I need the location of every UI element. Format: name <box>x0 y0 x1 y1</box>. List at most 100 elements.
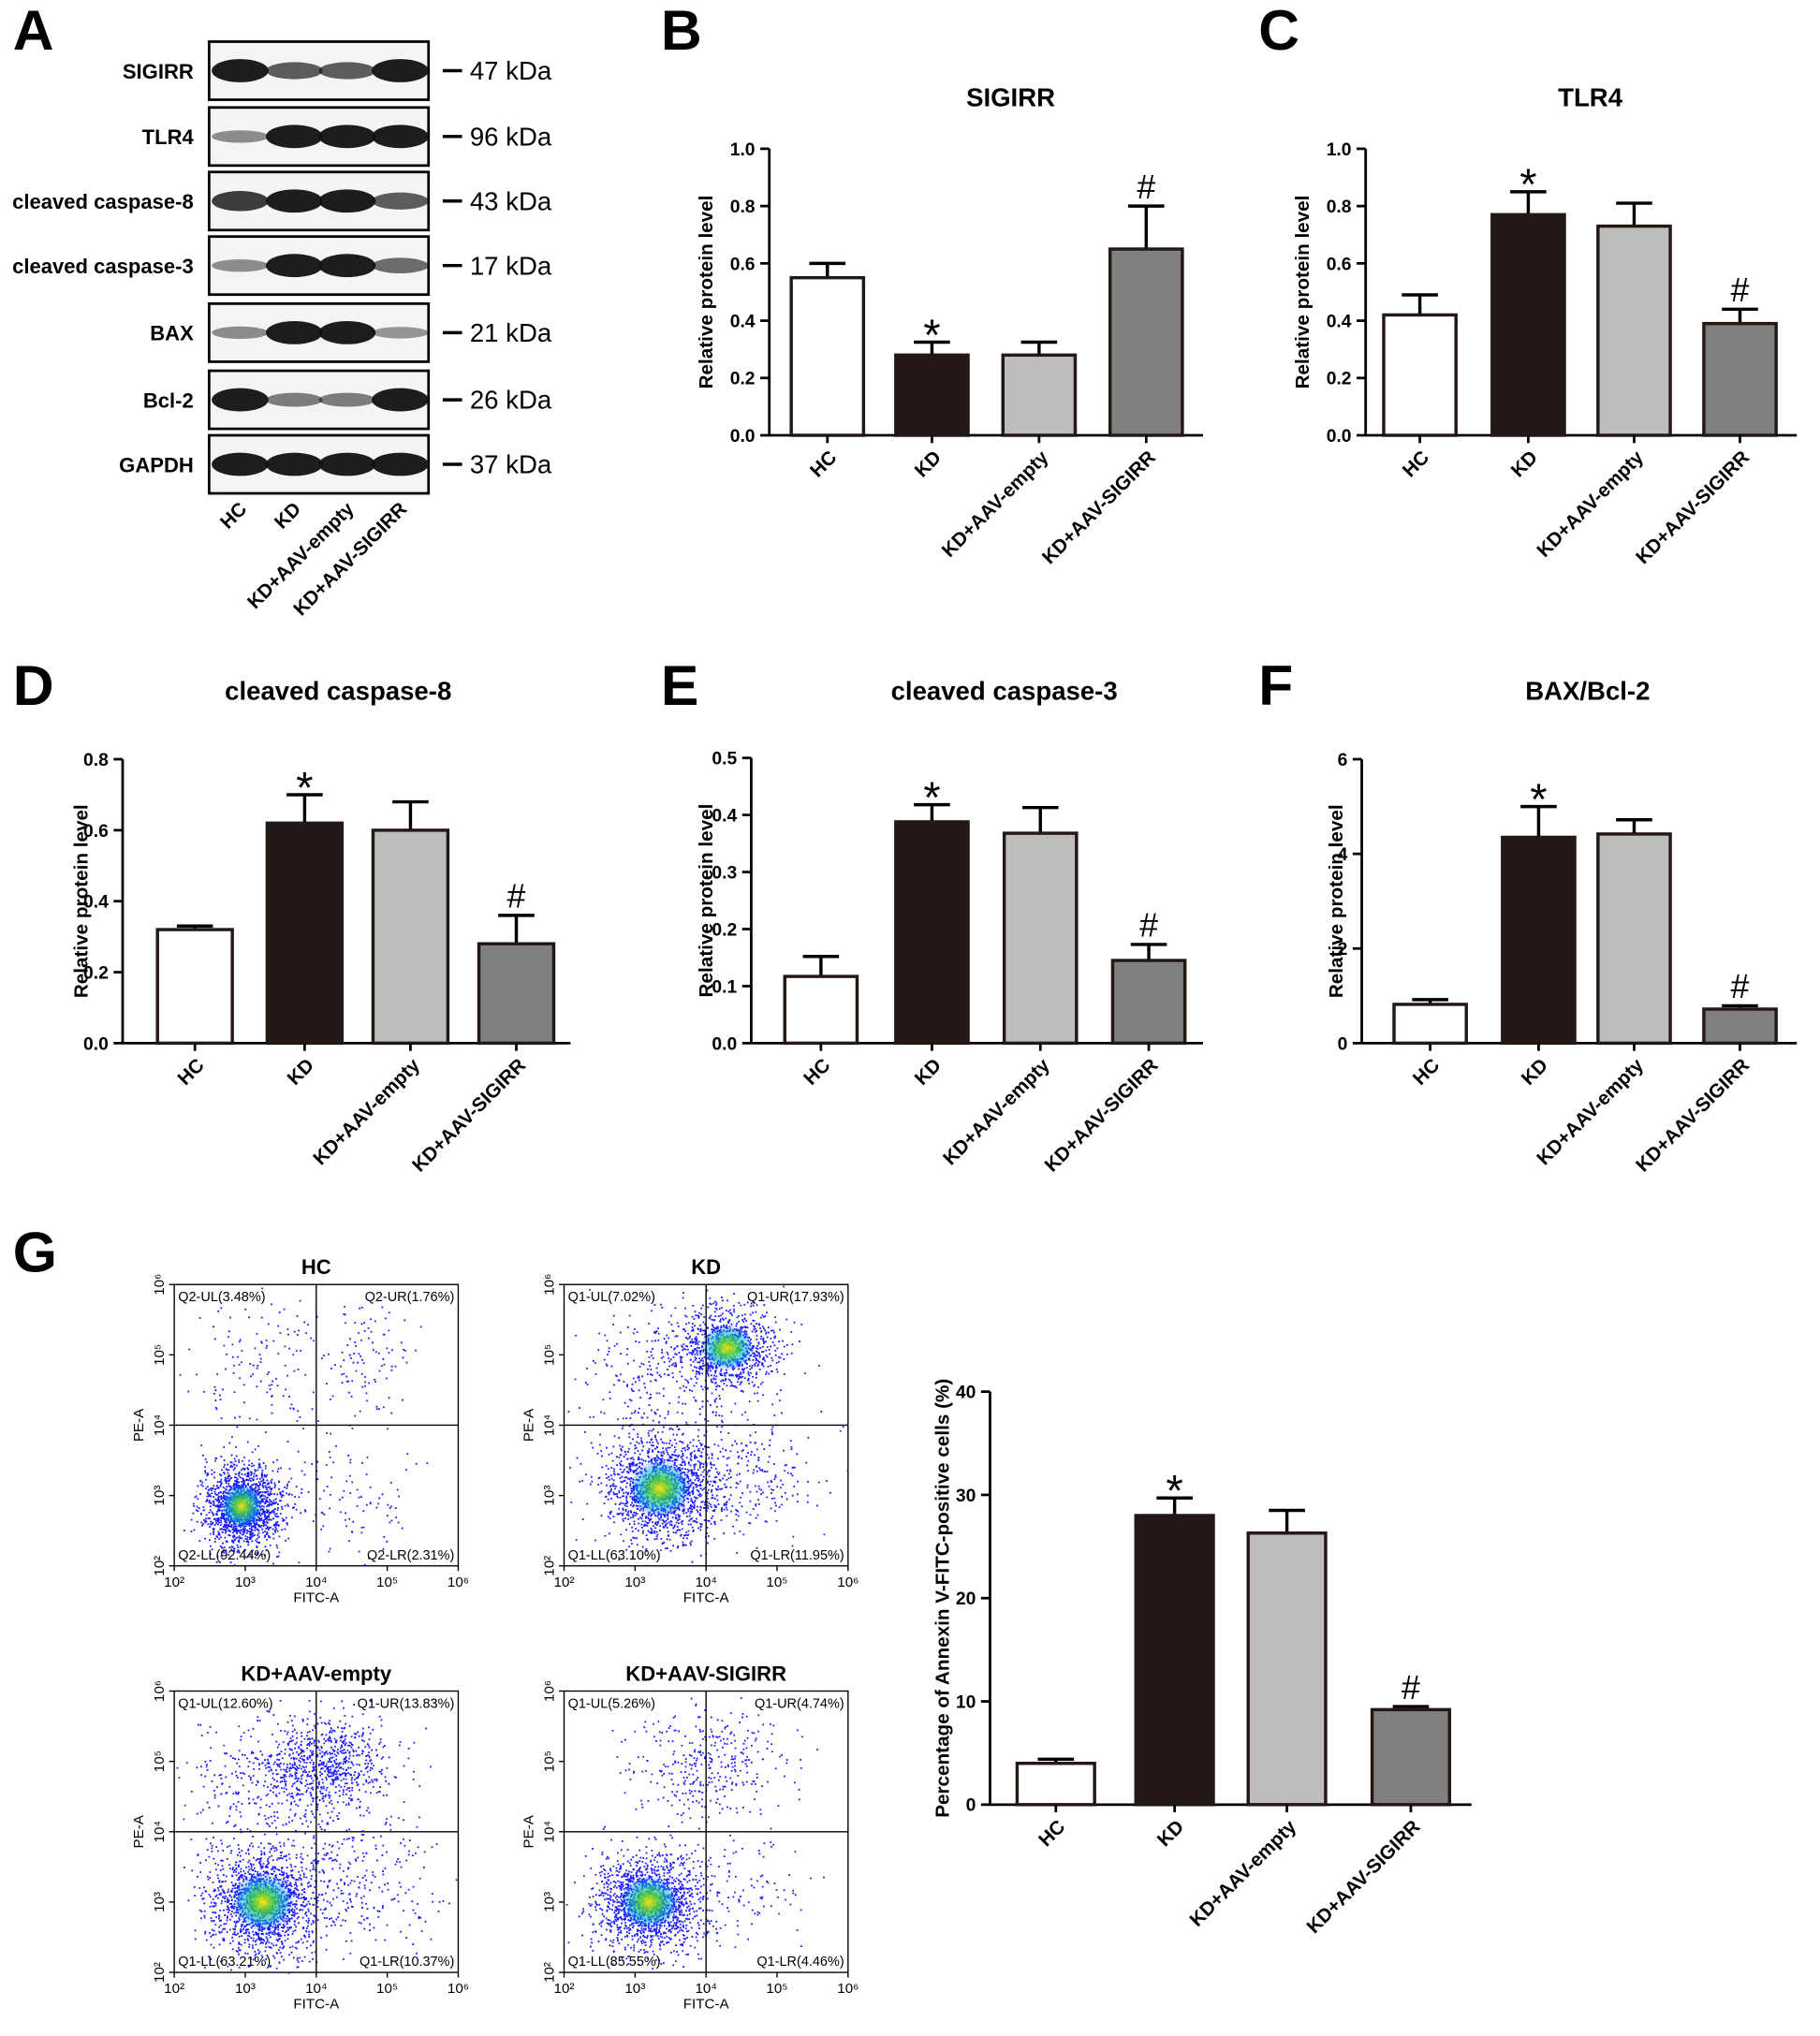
flow-density <box>628 1458 692 1518</box>
x-tick-label: HC <box>1035 1816 1069 1851</box>
blot-band <box>266 254 323 278</box>
bar <box>1501 835 1577 1046</box>
y-tick-label: 20 <box>956 1589 976 1609</box>
significance-mark: * <box>1519 160 1536 209</box>
significance-mark: * <box>1530 775 1547 824</box>
y-tick-label: 0.0 <box>1327 427 1352 447</box>
quadrant-label: Q1-LR(10.37%) <box>360 1955 454 1970</box>
y-tick-label: 0.0 <box>730 427 756 447</box>
flow-density <box>219 1483 264 1530</box>
bar <box>1490 212 1566 437</box>
bar <box>1596 832 1672 1046</box>
significance-mark: # <box>1731 271 1750 309</box>
y-tick-label: 10³ <box>541 1892 557 1912</box>
blot-band <box>212 130 269 143</box>
y-axis-label: Relative protein level <box>71 804 93 998</box>
y-tick-label: 10² <box>541 1962 557 1983</box>
blot-row-label: cleaved caspase-8 <box>12 190 194 213</box>
x-axis-label: FITC-A <box>683 1589 730 1605</box>
x-tick-label: KD+AAV-SIGIRR <box>1041 1054 1163 1176</box>
y-tick-label: 4 <box>1338 845 1348 865</box>
blot-band <box>318 125 376 149</box>
y-tick-label: 10⁴ <box>541 1414 557 1436</box>
x-tick-label: 10³ <box>624 1981 645 1997</box>
blot-band <box>212 388 269 412</box>
bar <box>1370 1707 1452 1807</box>
bar <box>789 275 866 437</box>
flow-title: KD+AAV-SIGIRR <box>625 1662 786 1685</box>
y-tick-label: 10³ <box>541 1486 557 1506</box>
y-tick-label: 0.8 <box>83 751 109 770</box>
y-axis-label: PE-A <box>521 1814 536 1848</box>
chart-title: cleaved caspase-8 <box>225 677 451 706</box>
y-tick-label: 10⁴ <box>541 1821 557 1842</box>
x-tick-label: KD <box>1518 1054 1552 1089</box>
x-tick-label: KD <box>1153 1816 1188 1851</box>
blot-band <box>318 392 376 407</box>
y-tick-label: 1.0 <box>1327 140 1352 160</box>
x-tick-label: 10⁶ <box>448 1981 469 1997</box>
x-axis-label: FITC-A <box>293 1997 340 2013</box>
significance-mark: # <box>507 878 526 915</box>
y-tick-label: 0.2 <box>1327 370 1352 389</box>
x-tick-label: 10⁵ <box>766 1981 787 1997</box>
panel-label: G <box>13 1220 57 1283</box>
y-tick-label: 0.8 <box>1327 198 1352 217</box>
x-tick-label: 10³ <box>235 1575 256 1590</box>
bar <box>1134 1514 1215 1807</box>
bar <box>1246 1531 1328 1807</box>
blot-size-label: 26 kDa <box>470 386 552 415</box>
x-tick-label: 10⁴ <box>695 1575 716 1590</box>
bar <box>1382 313 1458 437</box>
x-tick-label: 10⁶ <box>448 1575 469 1590</box>
quadrant-label: Q1-UL(7.02%) <box>568 1290 655 1305</box>
blot-band <box>266 125 323 149</box>
y-tick-label: 0.0 <box>83 1034 109 1054</box>
blot-band <box>372 59 429 82</box>
bar <box>783 974 859 1046</box>
blot-row-label: TLR4 <box>142 125 195 149</box>
significance-mark: # <box>1731 968 1750 1005</box>
y-tick-label: 10⁴ <box>152 1414 168 1436</box>
y-tick-label: 0.4 <box>730 312 756 331</box>
panel-label: A <box>13 0 54 62</box>
blot-band <box>372 388 429 412</box>
bar <box>477 942 556 1046</box>
y-tick-label: 0.5 <box>712 750 737 769</box>
quadrant-label: Q1-LL(85.55%) <box>568 1955 661 1970</box>
quadrant-label: Q2-UR(1.76%) <box>365 1290 455 1305</box>
blot-band <box>266 189 323 213</box>
blot-row-label: Bcl-2 <box>143 388 194 412</box>
x-tick-label: 10⁵ <box>376 1575 398 1590</box>
y-tick-label: 10³ <box>152 1892 168 1912</box>
quadrant-label: Q2-UL(3.48%) <box>178 1290 265 1305</box>
bar <box>1002 831 1079 1046</box>
y-tick-label: 6 <box>1338 751 1348 770</box>
x-tick-label: 10³ <box>624 1575 645 1590</box>
chart-title: TLR4 <box>1558 82 1623 111</box>
blot-lane-label: KD <box>271 498 305 533</box>
y-tick-label: 10² <box>152 1556 168 1576</box>
quadrant-label: Q1-LL(63.21%) <box>178 1955 271 1970</box>
x-tick-label: 10⁶ <box>837 1575 859 1590</box>
x-tick-label: 10⁴ <box>305 1575 327 1590</box>
bar <box>1001 353 1078 437</box>
x-tick-label: KD+AAV-empty <box>309 1054 424 1169</box>
blot-row-label: SIGIRR <box>123 60 194 83</box>
chart-title: BAX/Bcl-2 <box>1525 677 1650 706</box>
x-tick-label: KD+AAV-empty <box>1185 1816 1300 1931</box>
bar <box>155 928 234 1046</box>
blot-size-label: 43 kDa <box>470 186 552 215</box>
x-tick-label: KD+AAV-SIGIRR <box>1302 1816 1424 1938</box>
x-tick-label: 10² <box>554 1981 575 1997</box>
blot-band <box>266 62 323 80</box>
significance-mark: * <box>296 763 313 812</box>
bar <box>894 820 970 1046</box>
blot-size-label: 47 kDa <box>470 56 552 85</box>
significance-mark: * <box>923 311 940 359</box>
bar <box>1702 1007 1778 1046</box>
y-tick-label: 0.1 <box>712 977 737 997</box>
bar <box>265 821 345 1046</box>
y-tick-label: 0.8 <box>730 198 756 217</box>
blot-size-label: 21 kDa <box>470 318 552 347</box>
